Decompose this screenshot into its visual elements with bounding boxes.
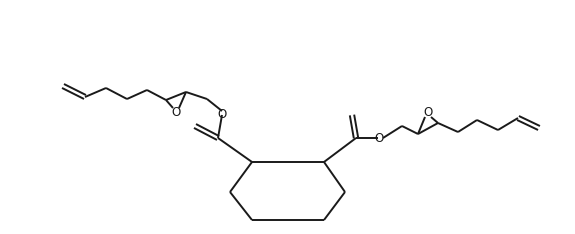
Text: O: O [217, 109, 227, 121]
Text: O: O [171, 106, 181, 118]
Text: O: O [374, 132, 384, 145]
Text: O: O [423, 106, 432, 120]
